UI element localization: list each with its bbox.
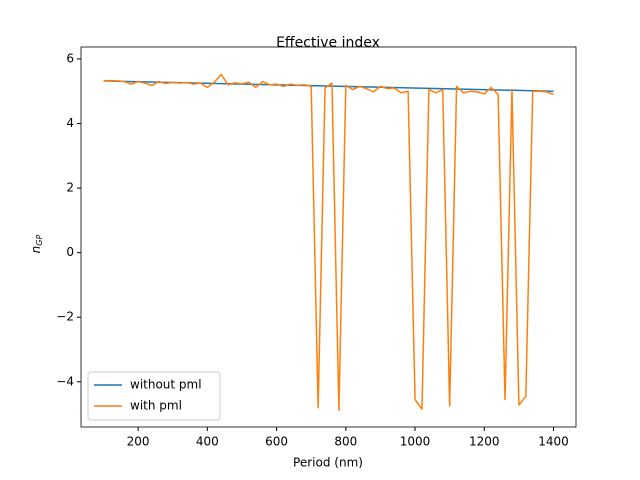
x-tick-label: 1200 xyxy=(469,435,500,449)
x-tick-label: 800 xyxy=(334,435,357,449)
y-label-subscript: GP xyxy=(35,235,44,246)
y-tick-label: 6 xyxy=(66,51,74,65)
legend-box xyxy=(87,371,221,421)
chart-title: Effective index xyxy=(276,35,380,51)
legend-label: without pml xyxy=(130,378,202,392)
x-tick-label: 400 xyxy=(196,435,219,449)
y-tick-label: 0 xyxy=(66,245,74,259)
y-tick-label: 2 xyxy=(66,181,74,195)
x-tick-label: 200 xyxy=(127,435,150,449)
x-tick-label: 1000 xyxy=(400,435,431,449)
y-tick-label: −2 xyxy=(56,310,74,324)
y-label-base: n xyxy=(29,246,43,254)
y-axis-label: nGP xyxy=(29,235,44,254)
x-axis-label: Period (nm) xyxy=(293,456,363,470)
series-line xyxy=(103,73,554,411)
axes-frame xyxy=(80,46,577,428)
y-tick-label: 4 xyxy=(66,116,74,130)
y-tick-label: −4 xyxy=(56,374,74,388)
x-tick-label: 600 xyxy=(265,435,288,449)
legend-label: with pml xyxy=(130,399,182,413)
x-tick-label: 1400 xyxy=(538,435,569,449)
